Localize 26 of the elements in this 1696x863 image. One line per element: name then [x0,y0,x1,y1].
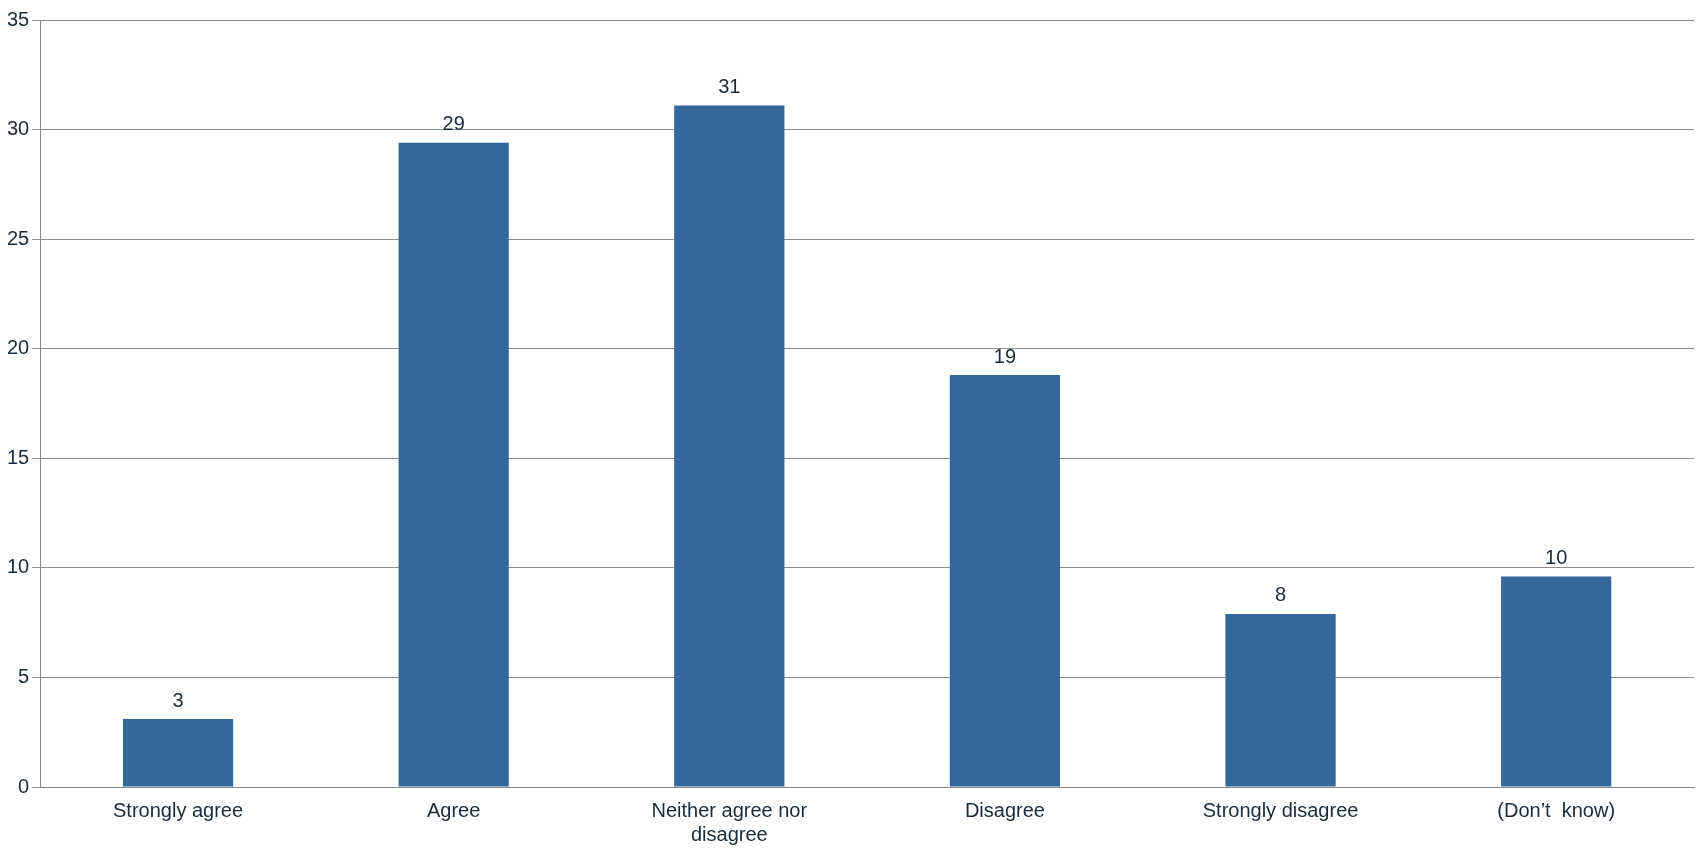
x-tick-label: Strongly agree [113,798,244,821]
bar [398,142,509,787]
bar [1225,613,1336,787]
x-tick-label: Neither agree nor disagree [651,798,808,845]
y-tick-label: 0 [18,774,30,797]
data-label: 29 [442,112,465,135]
y-tick-label: 20 [7,336,30,359]
data-label: 10 [1545,546,1568,569]
x-tick-label: Agree [427,798,481,821]
y-tick-label: 25 [7,226,30,249]
x-tick-label: Strongly disagree [1202,798,1359,821]
x-tick-label: Disagree [964,798,1045,821]
bar [1501,576,1612,787]
y-tick-label: 10 [7,555,30,578]
data-label: 31 [718,74,741,97]
data-label: 19 [993,344,1017,367]
bar [674,105,785,787]
y-tick-label: 15 [7,445,30,468]
y-tick-label: 35 [7,7,30,30]
data-label: 8 [1275,583,1287,606]
x-tick-label: (Don’t know) [1497,798,1616,821]
bar [949,375,1061,787]
y-tick-label: 5 [18,664,30,687]
bar [122,719,234,787]
data-label: 3 [172,688,184,711]
y-tick-label: 30 [7,117,30,140]
